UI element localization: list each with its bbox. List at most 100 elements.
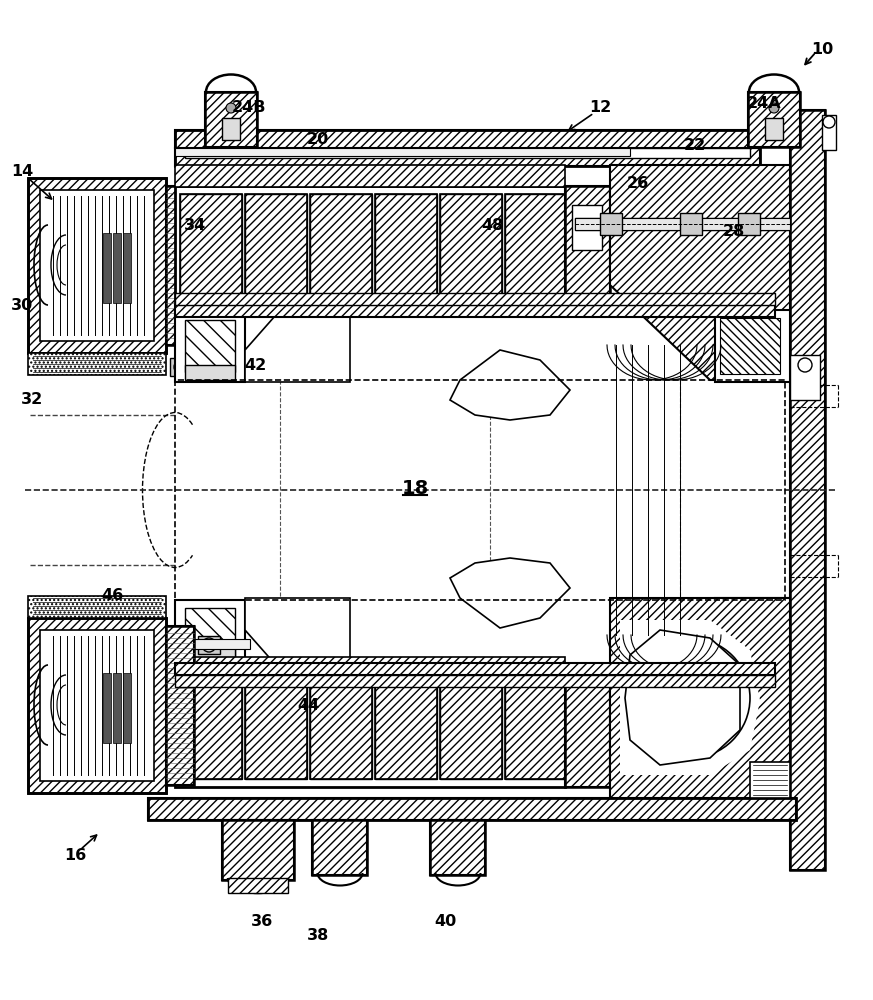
Polygon shape bbox=[625, 630, 740, 765]
Bar bbox=[185, 365, 235, 380]
Bar bbox=[180, 680, 242, 779]
Bar bbox=[28, 618, 166, 793]
Bar bbox=[312, 820, 367, 875]
Bar bbox=[430, 820, 485, 875]
Text: 24B: 24B bbox=[231, 100, 266, 114]
Bar bbox=[748, 92, 800, 147]
Text: 32: 32 bbox=[21, 392, 43, 408]
Text: 34: 34 bbox=[184, 218, 206, 232]
Bar bbox=[720, 318, 780, 374]
Bar bbox=[113, 673, 121, 743]
Bar bbox=[310, 680, 372, 779]
Bar bbox=[790, 355, 820, 400]
Circle shape bbox=[823, 116, 835, 128]
Bar bbox=[166, 626, 194, 785]
Circle shape bbox=[202, 360, 216, 374]
Bar bbox=[148, 798, 796, 820]
Text: 44: 44 bbox=[297, 698, 320, 714]
Bar bbox=[198, 358, 220, 376]
Bar bbox=[505, 680, 567, 779]
Bar bbox=[166, 626, 194, 785]
Bar bbox=[245, 194, 307, 303]
Bar bbox=[222, 820, 294, 880]
Bar bbox=[565, 672, 610, 787]
Bar bbox=[175, 675, 775, 687]
Circle shape bbox=[174, 360, 188, 374]
Bar bbox=[375, 680, 437, 779]
Bar bbox=[40, 190, 154, 341]
Bar bbox=[822, 115, 836, 150]
Text: 18: 18 bbox=[402, 479, 429, 497]
Bar bbox=[505, 194, 567, 303]
Circle shape bbox=[769, 103, 779, 113]
Bar bbox=[310, 194, 372, 303]
Bar bbox=[680, 213, 702, 235]
Bar bbox=[180, 680, 242, 779]
Text: 26: 26 bbox=[627, 176, 650, 190]
Bar bbox=[166, 186, 194, 345]
Bar bbox=[28, 618, 166, 793]
Bar bbox=[505, 680, 567, 779]
Bar bbox=[375, 194, 437, 303]
Bar bbox=[103, 233, 111, 303]
Text: 48: 48 bbox=[481, 218, 503, 232]
Text: 40: 40 bbox=[434, 914, 456, 930]
Bar bbox=[175, 305, 775, 317]
Circle shape bbox=[174, 638, 188, 652]
Text: 10: 10 bbox=[811, 42, 833, 57]
Text: 20: 20 bbox=[307, 132, 329, 147]
Bar bbox=[715, 310, 790, 382]
Bar bbox=[28, 178, 166, 353]
Bar bbox=[205, 92, 257, 147]
Text: 36: 36 bbox=[251, 914, 273, 930]
Bar bbox=[310, 680, 372, 779]
Text: 46: 46 bbox=[101, 587, 123, 602]
Bar bbox=[175, 663, 775, 675]
Polygon shape bbox=[620, 620, 760, 775]
Bar bbox=[28, 178, 166, 353]
Bar bbox=[440, 194, 502, 303]
Bar bbox=[103, 673, 111, 743]
Bar bbox=[245, 680, 307, 779]
Bar bbox=[175, 130, 760, 166]
Circle shape bbox=[798, 358, 812, 372]
Bar bbox=[175, 293, 775, 305]
Bar bbox=[175, 380, 785, 600]
Text: 16: 16 bbox=[64, 848, 86, 863]
Bar bbox=[245, 194, 307, 303]
Bar bbox=[175, 657, 565, 673]
Polygon shape bbox=[245, 310, 350, 382]
Polygon shape bbox=[610, 165, 790, 380]
Bar bbox=[245, 680, 307, 779]
Text: 38: 38 bbox=[307, 928, 329, 942]
Bar bbox=[600, 213, 622, 235]
Bar bbox=[205, 92, 257, 147]
Bar bbox=[575, 218, 790, 230]
Text: 12: 12 bbox=[589, 101, 611, 115]
Text: 42: 42 bbox=[244, 358, 266, 372]
Bar bbox=[375, 194, 437, 303]
Bar bbox=[312, 820, 367, 875]
Bar bbox=[185, 320, 235, 372]
Bar bbox=[175, 165, 565, 187]
Bar bbox=[720, 605, 780, 661]
Text: 14: 14 bbox=[10, 164, 33, 180]
Bar bbox=[123, 233, 131, 303]
Bar bbox=[175, 148, 630, 156]
Bar bbox=[440, 680, 502, 779]
Bar bbox=[28, 353, 166, 375]
Bar bbox=[185, 608, 235, 660]
Bar bbox=[572, 205, 602, 250]
Bar bbox=[175, 672, 565, 787]
Bar bbox=[113, 233, 121, 303]
Bar bbox=[715, 598, 790, 670]
Bar bbox=[170, 636, 192, 654]
Bar bbox=[175, 148, 760, 166]
Bar bbox=[505, 194, 567, 303]
Bar bbox=[170, 358, 192, 376]
Bar bbox=[175, 310, 245, 382]
Circle shape bbox=[226, 103, 236, 113]
Bar bbox=[180, 194, 242, 303]
Bar bbox=[565, 186, 610, 311]
Bar bbox=[790, 110, 825, 870]
